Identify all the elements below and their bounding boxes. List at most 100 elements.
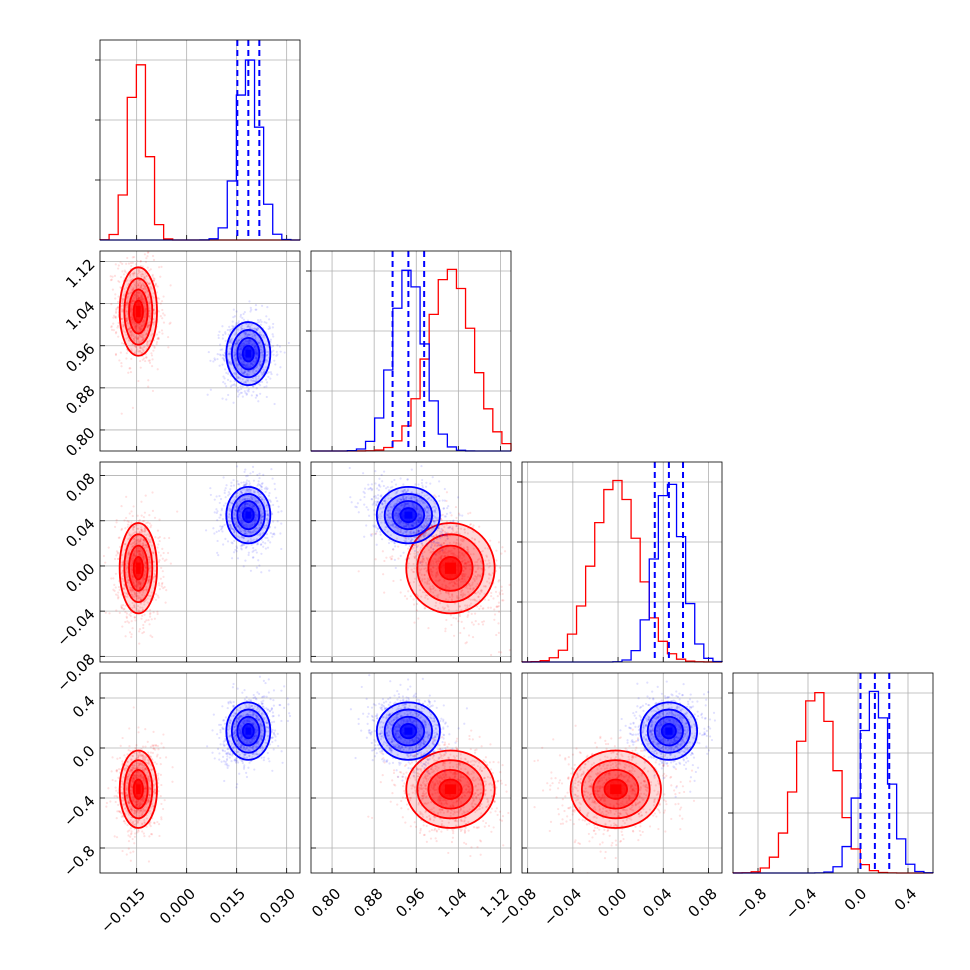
scatter-point (252, 530, 255, 533)
scatter-point (138, 270, 141, 273)
scatter-point (247, 323, 250, 326)
scatter-point (262, 349, 265, 352)
scatter-point (146, 597, 149, 600)
scatter-point (254, 350, 257, 353)
scatter-point (241, 508, 244, 511)
scatter-point (153, 346, 156, 349)
scatter-point (246, 497, 249, 500)
scatter-point (124, 610, 127, 614)
scatter-point (248, 342, 251, 345)
scatter-point (136, 337, 139, 340)
scatter-point (136, 337, 140, 340)
scatter-point (239, 354, 242, 357)
scatter-point (128, 327, 132, 330)
scatter-point (117, 279, 120, 283)
scatter-point (153, 312, 157, 315)
scatter-point (242, 481, 245, 484)
scatter-point (242, 372, 245, 375)
scatter-point (227, 361, 230, 364)
scatter-point (136, 324, 139, 327)
scatter-point (135, 607, 138, 610)
scatter-point (399, 591, 402, 594)
scatter-point (145, 544, 148, 547)
scatter-point (142, 555, 145, 559)
scatter-point (479, 605, 482, 608)
scatter-point (269, 500, 272, 503)
scatter-point (131, 299, 134, 302)
scatter-point (133, 555, 137, 558)
scatter-point (407, 562, 410, 565)
scatter-point (256, 328, 259, 332)
scatter-point (134, 295, 137, 299)
scatter-point (122, 294, 125, 297)
scatter-point (152, 323, 155, 326)
scatter-point (132, 337, 135, 341)
scatter-point (231, 502, 234, 505)
scatter-point (228, 341, 232, 344)
scatter-point (169, 562, 172, 565)
scatter-point (148, 534, 151, 537)
scatter-point (116, 300, 120, 304)
scatter-point (248, 488, 251, 491)
scatter-point (140, 528, 143, 532)
scatter-point (239, 344, 242, 347)
scatter-point (459, 631, 462, 635)
scatter-point (240, 343, 243, 346)
scatter-point (378, 477, 381, 480)
scatter-point (146, 345, 150, 348)
scatter-point (142, 557, 145, 560)
scatter-point (277, 505, 280, 508)
scatter-point (117, 321, 120, 324)
scatter-point (123, 269, 126, 272)
scatter-point (247, 494, 250, 497)
scatter-point (143, 519, 146, 523)
scatter-point (498, 610, 501, 613)
scatter-point (265, 486, 268, 489)
scatter-point (245, 503, 248, 506)
scatter-point (144, 310, 147, 313)
scatter-point (245, 502, 248, 505)
scatter-point (260, 498, 264, 501)
scatter-point (122, 604, 125, 607)
scatter-point (252, 549, 255, 552)
scatter-point (246, 503, 249, 506)
scatter-point (236, 535, 239, 538)
scatter-point (412, 598, 415, 601)
scatter-point (262, 473, 265, 476)
scatter-point (498, 579, 501, 582)
scatter-point (131, 289, 134, 292)
scatter-point (253, 519, 256, 522)
scatter-point (118, 359, 121, 362)
scatter-point (142, 516, 146, 519)
scatter-point (140, 296, 143, 299)
scatter-point (126, 595, 129, 598)
scatter-point (131, 256, 134, 259)
scatter-point (117, 557, 120, 560)
scatter-point (240, 508, 243, 511)
scatter-point (250, 505, 253, 508)
scatter-point (135, 585, 139, 588)
scatter-point (237, 376, 240, 379)
scatter-point (238, 347, 241, 351)
scatter-point (256, 473, 259, 477)
scatter-point (134, 336, 137, 339)
scatter-point (245, 475, 248, 478)
scatter-point (139, 294, 143, 298)
scatter-point (244, 365, 247, 368)
scatter-point (145, 257, 148, 260)
scatter-point (234, 332, 237, 335)
scatter-point (141, 338, 144, 342)
scatter-point (236, 386, 239, 389)
scatter-point (131, 601, 134, 605)
scatter-point (123, 542, 127, 546)
scatter-point (119, 261, 122, 264)
scatter-point (229, 524, 232, 527)
scatter-point (413, 556, 416, 560)
scatter-point (125, 516, 128, 520)
scatter-point (143, 290, 146, 293)
scatter-point (227, 333, 230, 336)
scatter-point (259, 517, 262, 521)
scatter-point (114, 311, 118, 314)
scatter-point (268, 318, 271, 321)
scatter-point (143, 275, 146, 278)
